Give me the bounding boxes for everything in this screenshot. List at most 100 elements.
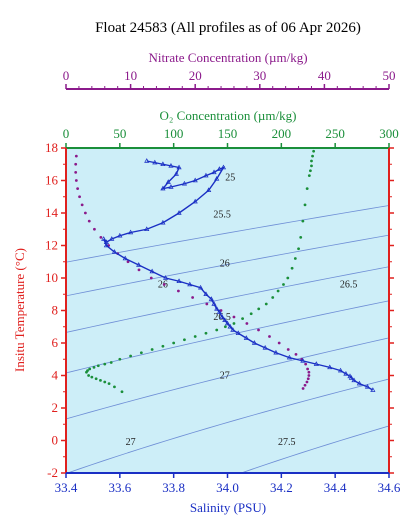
salinity-point (351, 377, 357, 383)
salinity-tick-label: 33.8 (162, 480, 185, 495)
temperature-tick-label: 10 (45, 270, 58, 285)
salinity-point (216, 166, 223, 171)
nitrate-tick-label: 40 (318, 68, 331, 83)
salinity-ticks: 33.4 33.6 33.8 34.0 34.2 34.4 34.6 (55, 473, 401, 495)
salinity-point (251, 340, 258, 345)
salinity-point (168, 184, 174, 189)
salinity-point (192, 198, 198, 204)
oxygen-point (96, 364, 100, 368)
nitrate-point (191, 296, 195, 299)
temperature-tick-label: 4 (52, 368, 59, 383)
salinity-point (227, 323, 233, 329)
isopycnal-label: 27.5 (278, 437, 296, 448)
nitrate-point (303, 383, 307, 387)
oxygen-point (107, 382, 111, 386)
nitrate-point (306, 377, 310, 381)
salinity-point (224, 320, 231, 326)
oxygen-point (139, 351, 143, 355)
oxygen-point (85, 370, 88, 374)
salinity-point (152, 159, 158, 165)
nitrate-point (307, 374, 311, 377)
salinity-series (101, 158, 376, 392)
oxygen-point (232, 322, 236, 325)
salinity-point (176, 164, 182, 170)
oxygen-point (215, 328, 219, 332)
salinity-point (230, 327, 236, 332)
salinity-point (313, 361, 319, 366)
salinity-point (149, 268, 155, 274)
nitrate-point (76, 187, 80, 191)
temperature-tick-label: 14 (45, 205, 59, 220)
nitrate-point (87, 219, 91, 223)
salinity-point (103, 242, 109, 248)
oxygen-point (99, 378, 102, 382)
salinity-tick-label: 34.6 (378, 480, 401, 495)
oxygen-point (109, 361, 113, 364)
salinity-point (197, 284, 204, 290)
nitrate-point (286, 348, 290, 351)
nitrate-tick-label: 0 (63, 68, 70, 83)
oxygen-point (161, 344, 165, 348)
salinity-point (222, 317, 228, 322)
salinity-point (219, 314, 225, 319)
oxygen-point (299, 235, 303, 239)
salinity-point (160, 219, 166, 225)
nitrate-tick-label: 30 (253, 68, 266, 83)
nitrate-axis-label: Nitrate Concentration (µm/kg) (148, 50, 307, 65)
salinity-tick-label: 34.2 (270, 480, 293, 495)
isopycnal-line (66, 337, 389, 420)
oxygen-point (271, 296, 275, 299)
nitrate-point (74, 170, 78, 174)
isopycnal-line (66, 205, 389, 263)
salinity-point (117, 232, 123, 238)
nitrate-tick-label: 10 (124, 68, 137, 83)
salinity-point (203, 172, 209, 178)
nitrate-point (232, 315, 236, 319)
nitrate-point (301, 387, 305, 390)
salinity-point (243, 335, 249, 340)
salinity-point (168, 162, 174, 168)
isopycnal-label: 25 (225, 172, 235, 183)
salinity-point (187, 281, 193, 287)
salinity-point (235, 330, 241, 335)
salinity-point (337, 367, 344, 373)
oxygen-point (118, 357, 122, 361)
oxygen-point (310, 164, 313, 168)
salinity-point (176, 210, 182, 215)
nitrate-point (307, 370, 311, 374)
temperature-tick-label: 18 (45, 140, 58, 155)
salinity-point (273, 349, 279, 355)
isopycnal-label: 27 (126, 437, 136, 448)
nitrate-point (80, 203, 84, 207)
nitrate-tick-label: 50 (383, 68, 396, 83)
salinity-point (165, 179, 171, 184)
nitrate-point (93, 227, 96, 231)
oxygen-point (282, 283, 285, 286)
nitrate-point (305, 380, 309, 384)
salinity-tick-label: 33.4 (55, 480, 78, 495)
oxygen-point (286, 276, 290, 280)
salinity-point (262, 344, 268, 350)
salinity-tick-label: 33.6 (108, 480, 131, 495)
salinity-point (343, 370, 349, 376)
oxygen-point (204, 331, 208, 335)
oxygen-ticks: 0 50 100 150 200 250 300 (63, 126, 399, 148)
temperature-tick-label: 2 (52, 400, 59, 415)
nitrate-point (162, 283, 166, 286)
oxygen-point (307, 174, 311, 178)
oxygen-point (172, 341, 176, 345)
salinity-point (136, 262, 142, 267)
oxygen-point (297, 247, 300, 251)
oxygen-tick-label: 300 (379, 126, 399, 141)
nitrate-point (306, 367, 310, 371)
salinity-point (208, 296, 214, 301)
nitrate-point (177, 289, 180, 293)
salinity-tick-label: 34.4 (324, 480, 347, 495)
oxygen-point (310, 159, 313, 163)
oxygen-point (305, 187, 309, 191)
salinity-point (203, 291, 209, 296)
salinity-point (181, 180, 188, 186)
oxygen-point (113, 385, 116, 389)
salinity-point (101, 236, 107, 241)
